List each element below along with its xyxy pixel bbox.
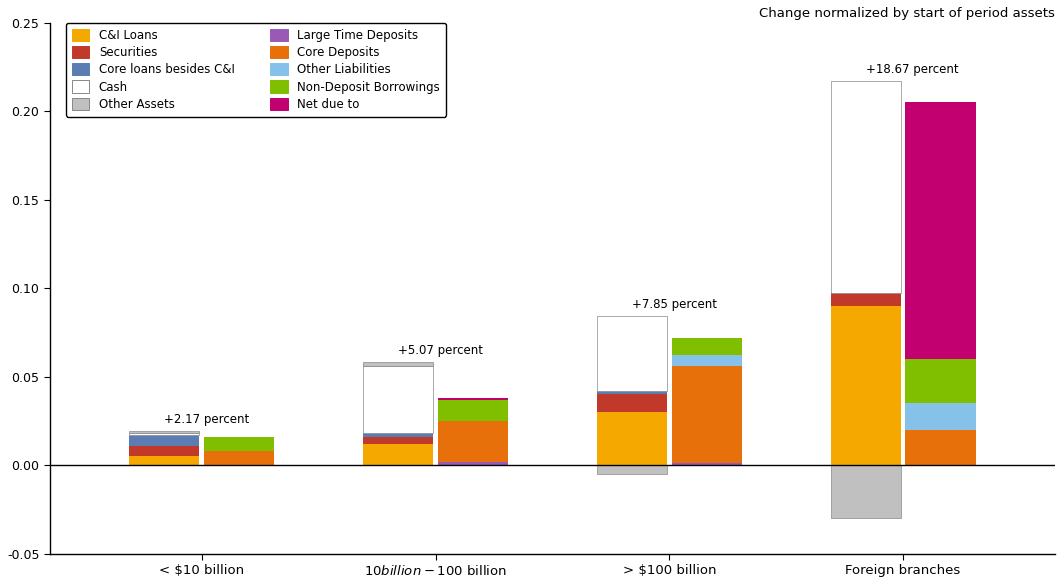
Bar [906,102,976,359]
Bar [830,465,901,518]
Bar [363,363,433,366]
Bar [363,437,433,444]
Bar [363,444,433,465]
Bar [130,446,200,456]
Bar [671,463,742,465]
Bar [671,338,742,355]
Bar [830,294,901,306]
Bar [438,400,508,421]
Bar [204,451,274,465]
Bar [671,366,742,463]
Bar [130,456,200,465]
Bar [438,462,508,465]
Bar [204,437,274,451]
Bar [906,359,976,403]
Bar [830,81,901,294]
Bar [438,398,508,400]
Bar [906,403,976,430]
Bar [130,433,200,435]
Bar [597,391,667,394]
Text: +5.07 percent: +5.07 percent [398,344,483,357]
Bar [363,433,433,437]
Bar [438,421,508,462]
Bar [597,394,667,412]
Legend: C&I Loans, Securities, Core loans besides C&I, Cash, Other Assets, Large Time De: C&I Loans, Securities, Core loans beside… [66,23,446,116]
Bar [130,435,200,446]
Text: +2.17 percent: +2.17 percent [165,413,250,426]
Text: +18.67 percent: +18.67 percent [866,63,958,75]
Text: +7.85 percent: +7.85 percent [632,298,717,311]
Text: Change normalized by start of period assets: Change normalized by start of period ass… [759,7,1055,20]
Bar [906,430,976,465]
Bar [597,316,667,391]
Bar [363,366,433,433]
Bar [597,412,667,465]
Bar [671,355,742,366]
Bar [830,306,901,465]
Bar [130,432,200,433]
Bar [597,465,667,474]
